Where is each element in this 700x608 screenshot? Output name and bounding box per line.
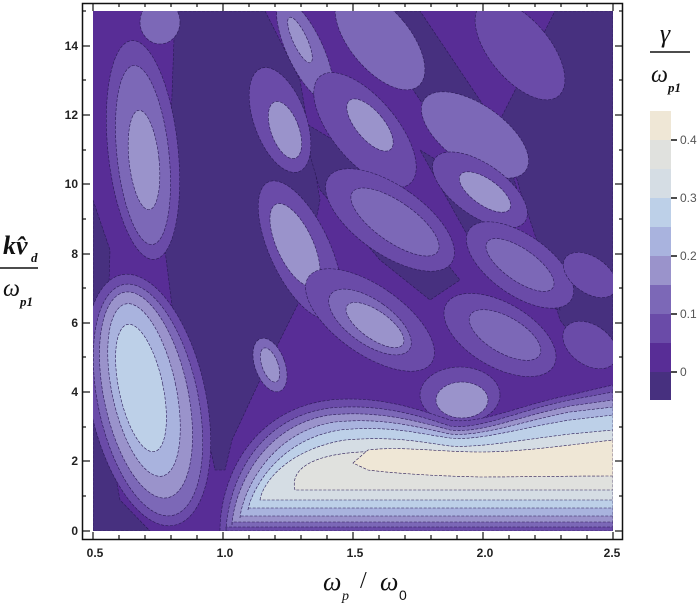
x-title-sub-p: p (341, 589, 349, 604)
y-tick-label: 12 (65, 108, 79, 122)
y-tick-label: 8 (71, 247, 78, 261)
lobe-d2 (334, 11, 426, 91)
lobe-d13 (563, 252, 613, 298)
plot-area (93, 11, 613, 531)
y-tick-label: 0 (71, 524, 78, 538)
lobe-upper-left-l3 (127, 109, 161, 211)
y-title-denominator: ω (3, 276, 20, 302)
x-tick-label: 0.5 (87, 546, 104, 560)
y-tick-label: 4 (71, 385, 78, 399)
lobe-d5-in (268, 101, 302, 159)
colorbar-title-numerator: γ (660, 19, 671, 48)
y-title-numerator: kv̂ (3, 231, 28, 260)
lobe-d12-in (468, 309, 542, 361)
x-tick-label: 2.0 (477, 546, 494, 560)
y-tick-label: 2 (71, 454, 78, 468)
y-tick-label: 14 (65, 39, 79, 53)
lobe-left-l4 (115, 323, 167, 453)
lobe-d1-in (287, 16, 313, 64)
lobe-d3 (474, 11, 566, 101)
lobe-d14 (562, 320, 613, 370)
x-title-omega: ω (323, 567, 341, 596)
lobe-d9-in (350, 187, 440, 257)
colorbar-title: γ ω p1 (650, 19, 690, 95)
lobe-d11-in (485, 238, 555, 292)
x-title-omega2: ω (380, 567, 398, 596)
y-tick-label: 6 (71, 316, 78, 330)
colorbar: 0 0.1 0.2 0.3 0.4 (650, 111, 697, 400)
y-tick-label: 10 (65, 177, 79, 191)
colorbar-title-denominator: ω (651, 62, 668, 88)
colorbar-tick-label: 0 (680, 365, 687, 379)
lobe-d7-in (459, 171, 511, 213)
y-axis-ticks (82, 10, 623, 532)
lobe-d10-core (345, 302, 405, 348)
lobe-small-mid-in (259, 347, 281, 383)
y-title-denominator-sub: p1 (19, 294, 33, 309)
x-axis-ticks (92, 3, 614, 540)
y-title-numerator-sub: d (31, 250, 38, 265)
x-axis-title: ω p / ω 0 (323, 567, 407, 604)
colorbar-tick-label: 0.3 (680, 191, 697, 205)
colorbar-tick-label: 0.4 (680, 133, 697, 147)
colorbar-tick-label: 0.1 (680, 307, 697, 321)
x-tick-label: 1.0 (217, 546, 234, 560)
y-tick-labels: 0 2 4 6 8 10 12 14 (65, 39, 79, 538)
lobe-top-left-small (139, 11, 181, 45)
lobe-d4-in (346, 98, 394, 152)
x-tick-label: 2.5 (604, 546, 621, 560)
colorbar-title-denominator-sub: p1 (667, 80, 681, 95)
band-peak (352, 439, 613, 478)
lobe-bump-in (435, 381, 489, 419)
y-axis-title: kv̂ d ω p1 (0, 231, 38, 309)
x-tick-labels: 0.5 1.0 1.5 2.0 2.5 (87, 546, 621, 560)
colorbar-tick-label: 0.2 (680, 249, 697, 263)
x-title-slash: / (360, 568, 367, 594)
x-title-sub-0: 0 (399, 587, 407, 603)
x-tick-label: 1.5 (347, 546, 364, 560)
